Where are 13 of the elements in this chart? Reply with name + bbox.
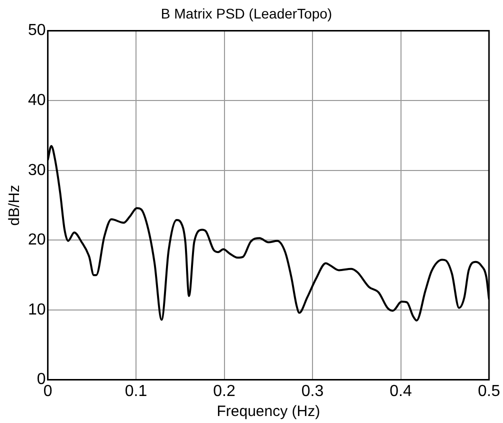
y-tick-label: 50	[28, 22, 46, 40]
x-tick-label: 0.5	[478, 382, 500, 400]
y-tick-label: 20	[28, 232, 46, 249]
x-axis-title: Frequency (Hz)	[216, 403, 320, 420]
x-tick-label: 0.4	[390, 382, 412, 400]
y-tick-label: 30	[28, 162, 46, 179]
y-tick-label: 40	[28, 92, 46, 110]
y-tick-label: 10	[28, 301, 46, 318]
x-tick-label: 0.1	[124, 382, 148, 400]
chart-title: B Matrix PSD (LeaderTopo)	[160, 5, 332, 22]
x-tick-label: 0.3	[301, 382, 324, 400]
y-axis-title: dB/Hz	[6, 184, 24, 226]
x-tick-label: 0.2	[213, 382, 236, 400]
